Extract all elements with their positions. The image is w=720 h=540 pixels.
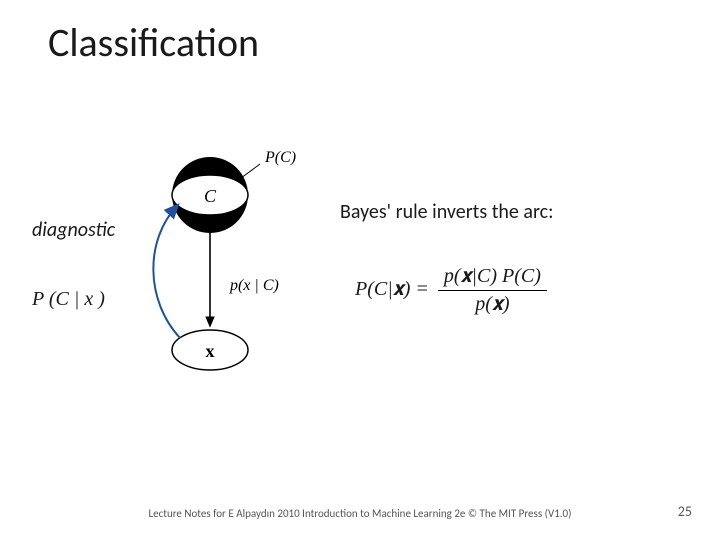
prior-label: P(C)	[264, 149, 296, 166]
formula-denominator: p(𝐱)	[469, 291, 515, 316]
bayes-net-diagram: C P(C) x p(x | C)	[145, 140, 325, 380]
footer-citation: Lecture Notes for E Alpaydın 2010 Introd…	[0, 507, 720, 520]
bayes-formula: P(C|𝐱) = p(𝐱|C) P(C) p(𝐱)	[355, 265, 547, 316]
diagnostic-label: diagnostic	[32, 218, 115, 242]
page-number: 25	[678, 503, 692, 520]
node-x-label: x	[206, 341, 215, 361]
node-c-label: C	[204, 186, 217, 206]
diagnostic-arrow	[153, 206, 180, 338]
slide-title: Classification	[48, 18, 259, 67]
likelihood-label: p(x | C)	[229, 277, 279, 294]
bayes-rule-text: Bayes' rule inverts the arc:	[340, 200, 553, 224]
formula-numerator: p(𝐱|C) P(C)	[438, 265, 547, 291]
formula-lhs: P(C|𝐱) =	[355, 278, 429, 300]
slide: Classification diagnostic P (C | x ) Bay…	[0, 0, 720, 540]
formula-fraction: p(𝐱|C) P(C) p(𝐱)	[438, 265, 547, 316]
posterior-label: P (C | x )	[32, 288, 105, 311]
